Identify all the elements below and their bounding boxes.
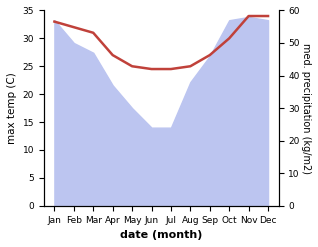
Y-axis label: med. precipitation (kg/m2): med. precipitation (kg/m2): [301, 43, 311, 174]
X-axis label: date (month): date (month): [120, 230, 203, 240]
Y-axis label: max temp (C): max temp (C): [7, 72, 17, 144]
